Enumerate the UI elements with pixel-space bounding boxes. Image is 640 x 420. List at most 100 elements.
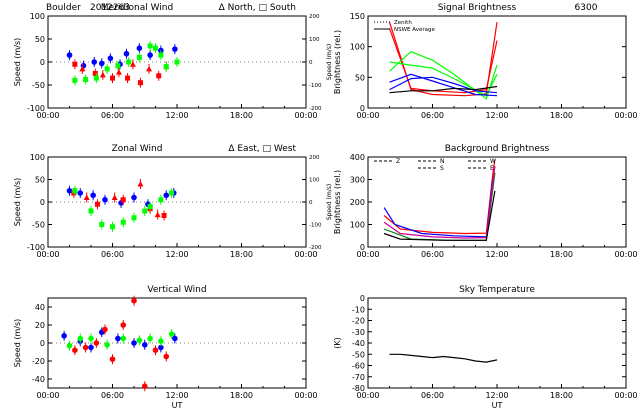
data-point (110, 75, 115, 81)
data-point (110, 224, 115, 230)
x-tick-label: 06:00 (101, 111, 124, 120)
y-tick-label: -40 (352, 339, 365, 348)
data-point (136, 337, 143, 344)
y2-tick-label: 200 (309, 14, 320, 20)
y-tick-label: 50 (35, 176, 45, 185)
data-point (120, 219, 126, 225)
data-point (77, 335, 84, 342)
data-point (66, 342, 73, 349)
y-tick-label: -50 (352, 350, 365, 359)
data-point (107, 55, 114, 62)
series-line (389, 76, 498, 94)
panel-0 (47, 15, 307, 109)
x-tick-label: 00:00 (36, 391, 59, 400)
data-point (163, 192, 170, 199)
y-tick-label: 50 (35, 35, 45, 44)
series-line (383, 165, 496, 239)
y-tick-label: 20 (35, 321, 45, 330)
y2-tick-label: -100 (309, 83, 322, 89)
y2-tick-label: 0 (309, 200, 313, 206)
x-tick-label: 00:00 (614, 391, 637, 400)
data-point (146, 65, 153, 72)
panel-4 (47, 295, 307, 392)
data-point (147, 43, 153, 49)
y-axis-label: (K) (333, 337, 342, 349)
x-tick-label: 12:00 (165, 250, 188, 259)
y-tick-label: -60 (352, 362, 365, 371)
x-tick-label: 18:00 (230, 391, 253, 400)
data-point (129, 61, 136, 67)
y-tick-label: 100 (30, 153, 45, 162)
data-point (109, 356, 116, 363)
data-point (136, 54, 142, 60)
series-line (389, 85, 498, 94)
y-tick-label: -30 (352, 328, 365, 337)
data-point (104, 342, 110, 348)
data-point (115, 63, 121, 69)
series-line (383, 159, 496, 235)
data-point (66, 52, 73, 58)
series-line (388, 21, 498, 97)
y-axis-label: Brightness (rel.) (333, 170, 342, 234)
panel-1 (367, 15, 627, 109)
x-tick-label: 06:00 (101, 391, 124, 400)
header-date: 2012263 (90, 3, 130, 13)
legend-label: N (440, 158, 445, 165)
legend-label: Zenith (394, 20, 412, 26)
x-tick-label: 06:00 (421, 111, 444, 120)
data-point (163, 353, 170, 360)
data-point (142, 208, 148, 214)
x-tick-label: 00:00 (614, 111, 637, 120)
chart-title: Background Brightness (445, 144, 550, 154)
y-tick-label: -80 (352, 384, 365, 393)
series-line (383, 179, 494, 238)
data-point (104, 66, 110, 72)
data-point (102, 326, 108, 333)
x-tick-label: 06:00 (101, 250, 124, 259)
series-line (388, 28, 498, 94)
data-point (137, 80, 143, 86)
plot-frame (367, 297, 627, 389)
legend-label: S (440, 165, 444, 172)
data-point (154, 211, 161, 218)
data-point (147, 335, 153, 342)
data-point (79, 65, 86, 72)
data-point (72, 188, 78, 194)
x-tick-label: 12:00 (165, 111, 188, 120)
chart-title: Vertical Wind (147, 285, 206, 295)
x-tick-label: 12:00 (485, 111, 508, 120)
y2-axis-label: Speed (m/s) (326, 184, 333, 220)
data-point (158, 52, 164, 58)
y-tick-label: -20 (352, 317, 365, 326)
y-tick-label: 100 (350, 221, 365, 230)
data-point (153, 45, 158, 51)
y-tick-label: 0 (360, 294, 365, 303)
y-tick-label: -10 (352, 305, 365, 314)
legend-text: Δ East, □ West (228, 144, 296, 154)
series-line (383, 190, 496, 241)
series-line (389, 353, 498, 363)
x-tick-label: 00:00 (356, 250, 379, 259)
chart-title: Sky Temperature (459, 285, 535, 295)
panel-2 (47, 156, 307, 248)
y-tick-label: 0 (360, 243, 365, 252)
data-point (93, 340, 100, 346)
data-point (99, 71, 106, 78)
data-point (131, 340, 137, 346)
chart-title: Meridional Wind (101, 3, 173, 13)
x-tick-label: 18:00 (550, 111, 573, 120)
data-point (131, 215, 137, 221)
data-point (163, 64, 169, 70)
data-point (123, 50, 130, 57)
y-tick-label: -100 (27, 243, 45, 252)
legend-label: Z (396, 158, 400, 165)
data-point (137, 181, 144, 187)
data-point (174, 59, 180, 65)
x-tick-label: 00:00 (294, 111, 317, 120)
data-point (83, 194, 90, 200)
x-axis-label: UT (492, 401, 503, 410)
y-tick-label: -100 (27, 104, 45, 113)
data-point (120, 335, 127, 342)
y-axis-label: Brightness (rel.) (333, 30, 342, 94)
y2-axis-label: Speed (m/s) (326, 44, 333, 80)
